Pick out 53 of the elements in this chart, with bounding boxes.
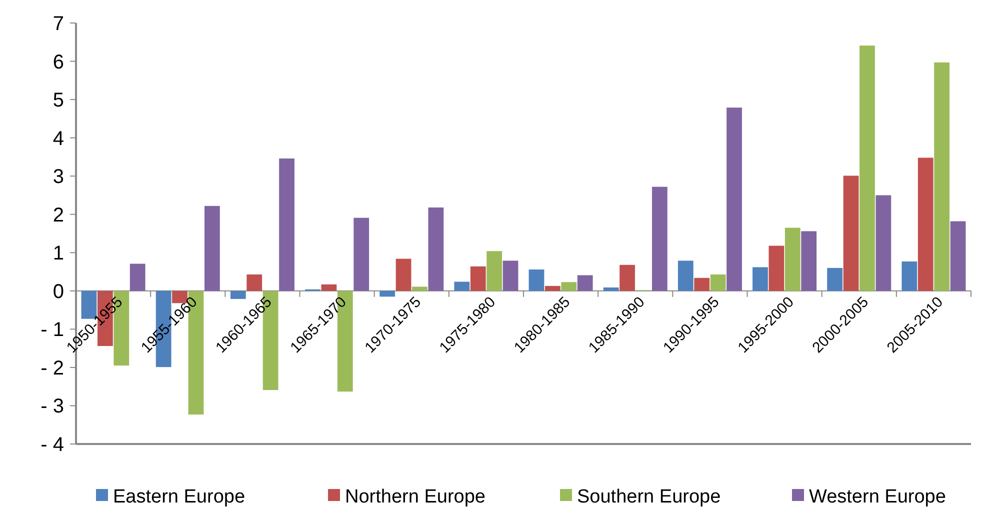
y-tick-label: - 3 [40, 396, 64, 418]
legend-label: Northern Europe [345, 486, 486, 508]
legend-label: Western Europe [809, 486, 946, 508]
y-tick-label: 3 [52, 166, 64, 188]
bar [528, 269, 544, 291]
bar [726, 108, 742, 291]
y-tick-label: 0 [52, 280, 64, 303]
bar [784, 228, 800, 291]
legend-label: Eastern Europe [113, 486, 246, 508]
y-tick-label: 1 [52, 242, 64, 265]
bar [860, 46, 875, 291]
y-tick-label: 7 [52, 13, 64, 35]
legend-label: Southern Europe [577, 486, 721, 508]
bar [768, 246, 784, 291]
y-tick-label: - 2 [40, 357, 64, 380]
bar [428, 207, 444, 291]
bar [678, 260, 694, 291]
bar [752, 267, 768, 291]
bar [130, 264, 146, 291]
bar [246, 274, 262, 291]
bar [620, 264, 635, 291]
bar [827, 268, 843, 291]
bar [577, 275, 593, 291]
bar [502, 260, 518, 291]
bar [561, 282, 577, 291]
bar [412, 286, 428, 291]
y-tick-label: - 4 [40, 434, 64, 456]
y-tick-label: 4 [52, 128, 64, 150]
y-tick-label: - 1 [40, 319, 64, 342]
bar [544, 286, 560, 291]
bar [603, 287, 619, 291]
bar [934, 62, 950, 291]
bar [380, 290, 396, 297]
bar [843, 176, 859, 291]
bar [321, 284, 337, 291]
bar [801, 231, 817, 291]
y-tick-label: 5 [52, 90, 64, 112]
bar [694, 278, 710, 291]
bar [486, 251, 502, 291]
bar [279, 158, 294, 291]
bar [902, 261, 918, 291]
bar [950, 221, 966, 291]
bar [470, 266, 486, 291]
bar [876, 195, 892, 291]
bar [710, 274, 726, 291]
y-tick-label: 2 [52, 204, 64, 226]
bar [918, 158, 934, 291]
bar [396, 258, 412, 291]
bar [652, 186, 668, 291]
bar [354, 218, 370, 291]
bar [204, 206, 220, 291]
bar [454, 282, 470, 291]
y-tick-label: 6 [52, 51, 64, 74]
